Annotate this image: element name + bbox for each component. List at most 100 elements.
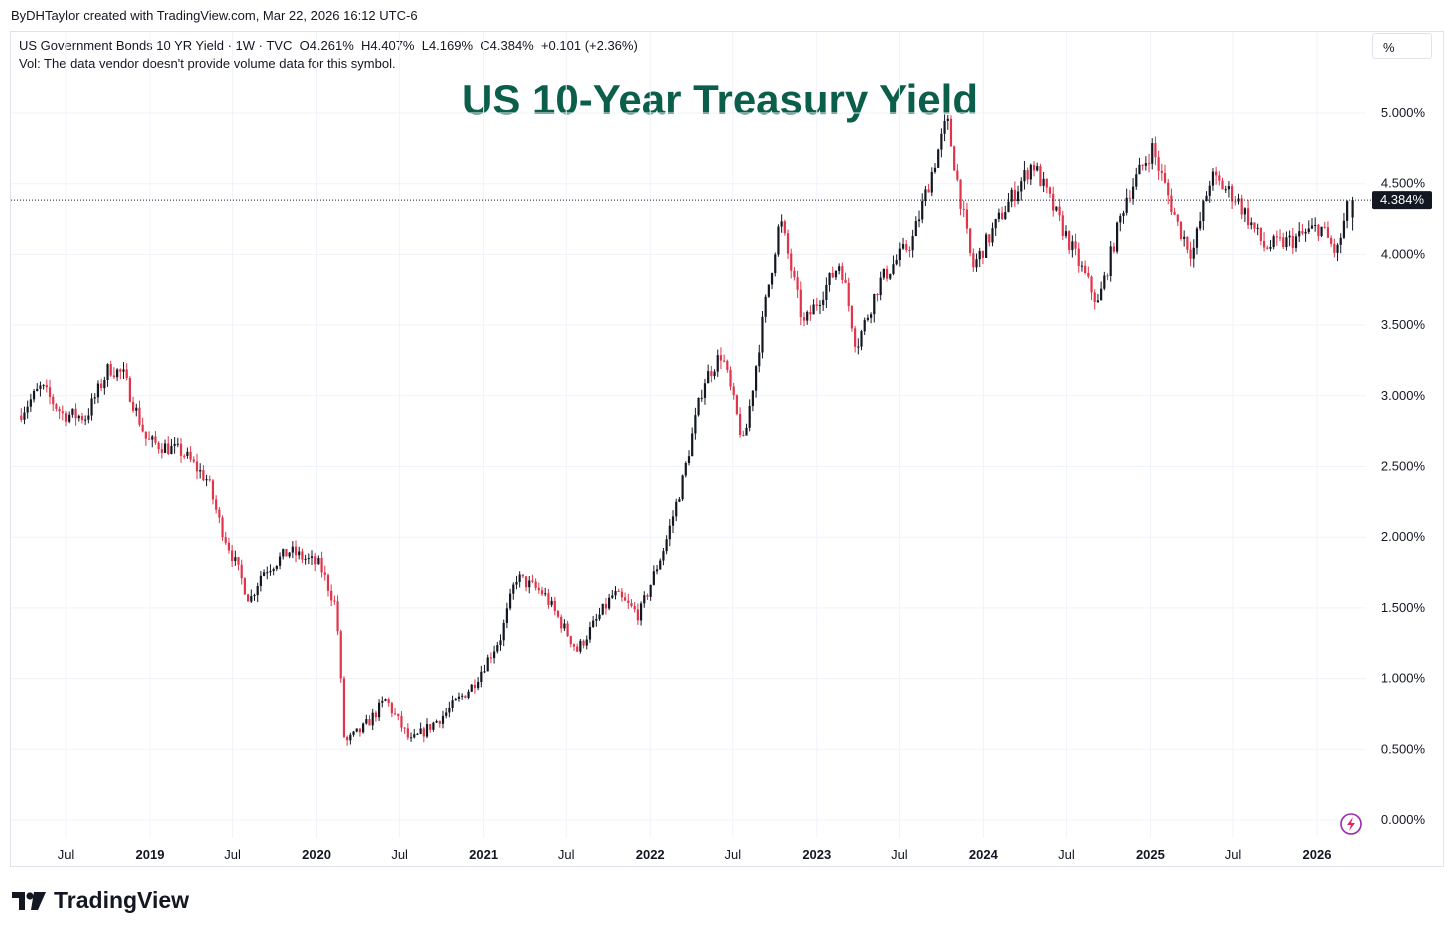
candle [889,273,892,281]
candle [729,366,732,391]
candle [1163,164,1167,184]
candle [314,552,317,572]
candle [997,208,1000,223]
candle [892,255,895,276]
candle [262,569,266,577]
candle [646,593,649,601]
candle [167,436,170,456]
candle [234,550,237,566]
candle [662,547,665,566]
candle [518,571,521,588]
y-tick-label: 4.000% [1381,246,1426,261]
candle [595,613,598,627]
candle [199,463,202,479]
x-tick-label: 2019 [136,847,165,862]
candle [275,565,278,571]
candle [355,728,358,733]
candle [218,506,221,524]
candle [534,578,537,591]
candle [671,510,675,534]
candle [377,699,381,721]
candle [464,695,467,699]
candle [838,263,841,275]
x-tick-label: 2022 [636,847,665,862]
candle [186,447,189,459]
candle [1237,193,1240,205]
candle [1103,271,1106,291]
candle [387,697,390,707]
candle [477,677,480,691]
candle [940,128,943,158]
candle [1301,223,1304,236]
candle [301,548,304,564]
symbol-legend[interactable]: US Government Bonds 10 YR Yield · 1W · T… [19,38,638,53]
candle [170,438,173,455]
candle [141,417,144,433]
x-tick-label: Jul [724,847,741,862]
candle [994,218,997,236]
candle [636,603,639,625]
candle [604,597,608,615]
x-tick-label: Jul [391,847,408,862]
candle [278,552,282,570]
candle [1208,180,1211,203]
percent-unit-button[interactable]: % [1372,33,1432,59]
candle [26,400,29,419]
candle [80,412,84,424]
candle [1211,168,1215,191]
candle [1026,167,1029,185]
candle [1218,171,1221,186]
candle [381,696,384,708]
candle [1013,181,1016,207]
candle [1045,178,1048,194]
candle [163,439,167,454]
candle [413,728,416,739]
candle [898,242,901,267]
candle [253,593,256,601]
candle [224,531,227,545]
candle [681,474,684,502]
y-tick-label: 1.000% [1381,671,1426,686]
candle [1275,230,1278,246]
candle [400,711,403,732]
candle [933,163,937,174]
candle [93,393,96,405]
candle [901,237,905,250]
candle [1269,240,1272,252]
candle [298,546,301,560]
tradingview-logo[interactable]: TradingView [12,887,189,914]
candle [90,393,93,421]
candle [473,679,477,694]
candle [1282,232,1285,250]
y-tick-label: 0.000% [1381,812,1426,827]
candle [330,584,333,607]
candle [1320,226,1323,238]
candle [1317,223,1320,242]
candle [754,365,758,398]
candle [1141,164,1144,171]
candle [726,359,729,373]
candle [486,654,489,672]
candle [764,294,767,323]
candle [524,576,528,592]
last-price-line: 4.384% [11,191,1432,210]
candle [1010,187,1013,208]
candle [978,247,981,267]
candle [1128,190,1131,203]
candle [831,266,834,279]
candle [349,732,352,745]
candle [1071,235,1074,258]
candle [623,592,627,601]
lightning-icon[interactable] [1340,813,1362,835]
candle [1020,177,1023,201]
candle [914,216,917,237]
candle [1310,218,1314,230]
candle [425,718,429,739]
candle [707,364,710,384]
y-tick-label: 3.000% [1381,388,1426,403]
candle [1231,183,1234,209]
candle [346,735,349,746]
candle [144,431,147,446]
y-tick-label: 2.000% [1381,529,1426,544]
